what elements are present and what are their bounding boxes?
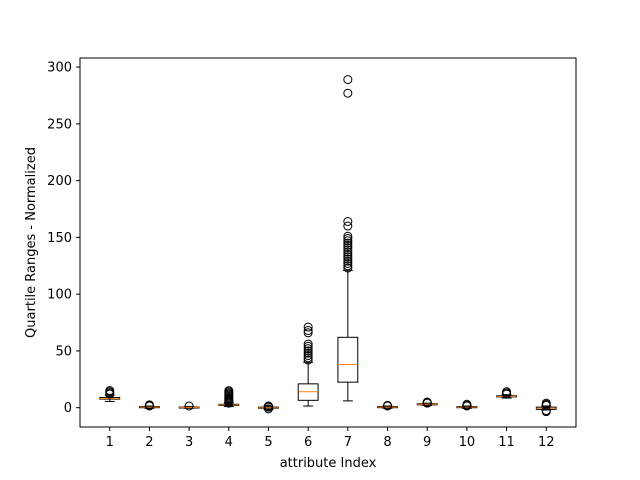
outlier-point	[303, 355, 313, 365]
outlier-point	[343, 240, 353, 250]
outlier-point	[303, 341, 313, 351]
outlier-point	[343, 238, 353, 248]
box-2	[139, 400, 160, 411]
y-tick-label: 150	[47, 231, 72, 246]
outlier-point	[541, 398, 551, 408]
y-tick-label: 200	[47, 174, 72, 189]
outlier-point	[343, 216, 353, 226]
outlier-point	[343, 256, 353, 266]
box-body	[337, 336, 359, 383]
box-7	[337, 75, 359, 402]
box-3	[178, 401, 200, 411]
x-axis: 1 2 3 4 5 6 7 8 9 10 11 12	[106, 427, 555, 450]
outlier-point	[343, 259, 353, 269]
box-10	[456, 399, 478, 411]
x-tick-label: 11	[498, 435, 515, 450]
box-12	[535, 398, 557, 417]
outlier-point	[343, 254, 353, 264]
outlier-point	[343, 243, 353, 253]
outlier-point	[343, 88, 353, 98]
y-tick-label: 300	[47, 61, 72, 76]
x-tick-label: 7	[344, 435, 352, 450]
outlier-point	[303, 346, 313, 356]
outlier-point	[303, 339, 313, 349]
outlier-point	[184, 401, 194, 411]
outlier-point	[105, 386, 115, 396]
x-tick-label: 6	[304, 435, 312, 450]
outlier-point	[422, 397, 432, 407]
y-tick-label: 50	[55, 344, 72, 359]
outlier-point	[343, 247, 353, 257]
y-axis-label: Quartile Ranges - Normalized	[24, 147, 39, 338]
outlier-point	[343, 263, 353, 273]
outlier-point	[303, 350, 313, 360]
outlier-point	[343, 245, 353, 255]
outlier-point	[343, 236, 353, 246]
outlier-point	[144, 400, 154, 410]
axes-frame	[79, 57, 577, 428]
x-tick-label: 8	[383, 435, 391, 450]
outlier-point	[303, 353, 313, 363]
x-tick-label: 12	[538, 435, 555, 450]
box-9	[416, 397, 438, 408]
box-11	[496, 387, 517, 399]
box-6	[297, 322, 319, 407]
outlier-point	[383, 400, 393, 410]
outlier-point	[224, 386, 234, 396]
outlier-point	[343, 249, 353, 259]
outlier-point	[541, 406, 551, 416]
x-tick-label: 4	[225, 435, 233, 450]
outlier-point	[343, 234, 353, 244]
outlier-point	[343, 221, 353, 231]
x-tick-label: 10	[459, 435, 476, 450]
outlier-point	[343, 261, 353, 271]
outlier-point	[462, 399, 472, 409]
y-axis: 0 50 100 150 200 250 300	[47, 61, 80, 416]
outlier-point	[343, 75, 353, 85]
x-tick-label: 1	[106, 435, 114, 450]
box-4	[218, 386, 240, 408]
y-tick-label: 100	[47, 288, 72, 303]
outlier-point	[263, 401, 273, 411]
outlier-point	[303, 325, 313, 335]
outlier-point	[303, 322, 313, 332]
y-tick-label: 250	[47, 117, 72, 132]
plot-area	[99, 75, 557, 417]
x-tick-label: 9	[423, 435, 431, 450]
x-axis-label: attribute Index	[280, 456, 377, 471]
outlier-point	[303, 344, 313, 354]
box-5	[258, 401, 279, 414]
box-8	[377, 400, 398, 411]
y-tick-label: 0	[64, 401, 72, 416]
x-tick-label: 2	[145, 435, 153, 450]
outlier-point	[502, 387, 512, 397]
outlier-point	[303, 348, 313, 358]
x-tick-label: 5	[264, 435, 272, 450]
outlier-point	[303, 328, 313, 338]
outlier-point	[343, 231, 353, 241]
box-1	[99, 386, 121, 402]
x-tick-label: 3	[185, 435, 193, 450]
outlier-point	[343, 252, 353, 262]
